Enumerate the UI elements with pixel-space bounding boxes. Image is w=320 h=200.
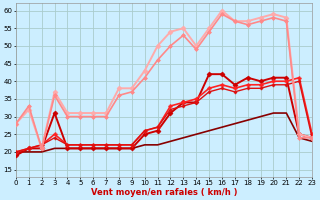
X-axis label: Vent moyen/en rafales ( km/h ): Vent moyen/en rafales ( km/h )	[91, 188, 237, 197]
